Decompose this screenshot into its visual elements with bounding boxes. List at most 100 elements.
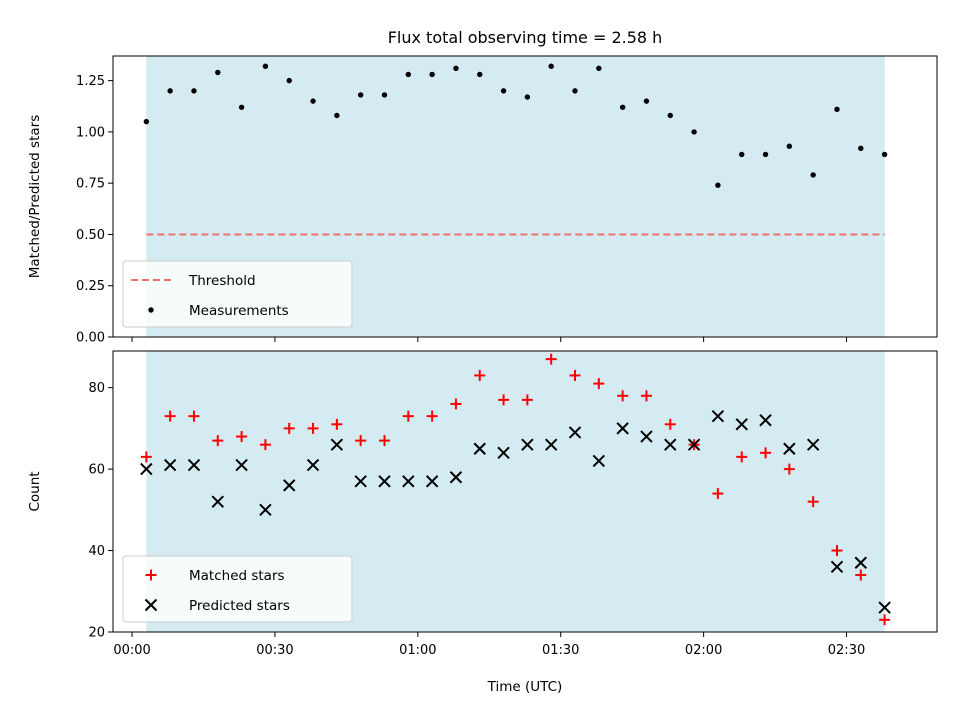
ratio-panel: 0.00 0.25 0.50 0.75 1.00 1.25 Matched/Predicte…: [27, 55, 938, 346]
data-point: [402, 410, 414, 422]
data-point: [521, 438, 534, 451]
x-b: [640, 430, 653, 443]
axes-frame: [112, 55, 938, 338]
legend-box: [122, 260, 353, 328]
data-point: [429, 71, 435, 78]
series-predicted-stars: [140, 409, 891, 614]
data-point: [667, 112, 673, 119]
legend-item: Measurements: [148, 303, 289, 319]
data-point: [164, 410, 176, 422]
x-b: [878, 601, 891, 614]
x-tick-label: 02:30: [828, 643, 865, 658]
legend-item: Predicted stars: [144, 598, 290, 614]
x-tick-label: 01:30: [542, 643, 579, 658]
data-point: [477, 71, 483, 78]
data-point: [187, 458, 201, 472]
data-point: [453, 65, 459, 72]
data-point: [498, 394, 510, 406]
count-panel: 20 40 60 80 00:00 00:30 01:00 01:30 02:00 02:30 Co…: [27, 350, 938, 658]
data-point: [381, 92, 388, 98]
data-point: [163, 458, 177, 472]
x-b: [259, 503, 272, 517]
data-point: [143, 118, 150, 125]
y-tick-label: 80: [88, 381, 105, 396]
data-point: [759, 414, 772, 427]
chart-title: Flux total observing time = 2.58 h: [388, 28, 663, 47]
data-point: [544, 438, 558, 451]
data-point: [474, 369, 486, 381]
data-point: [238, 104, 245, 110]
y-tick-label: 60: [88, 463, 105, 478]
data-point: [854, 556, 867, 569]
series-measurements: [143, 63, 888, 188]
y-tick-label: 1.00: [76, 125, 105, 140]
data-point: [881, 151, 888, 158]
y-tick-label: 0.75: [76, 177, 105, 192]
data-point: [310, 98, 316, 104]
y-tick-label: 40: [88, 544, 105, 559]
series-matched-stars: [140, 353, 891, 626]
y-axis-title: Count: [27, 471, 43, 511]
data-point: [449, 471, 463, 484]
x-b: [616, 422, 629, 435]
data-point: [259, 439, 271, 451]
x-b: [211, 495, 224, 508]
x-b: [144, 598, 158, 612]
x-b: [330, 438, 344, 451]
data-point: [760, 447, 772, 459]
data-point: [806, 438, 820, 451]
legend-box: [122, 555, 353, 623]
data-point: [188, 410, 200, 422]
data-point: [235, 458, 248, 472]
data-point: [687, 438, 701, 451]
data-point: [691, 129, 697, 135]
data-point: [807, 496, 819, 508]
data-point: [664, 438, 677, 451]
x-b: [378, 475, 391, 488]
data-point: [617, 390, 629, 402]
data-point: [306, 458, 320, 472]
data-point: [616, 422, 629, 435]
x-b: [402, 475, 415, 488]
x-b: [592, 454, 606, 468]
data-point: [307, 422, 319, 434]
x-b: [163, 458, 177, 472]
data-point: [215, 69, 221, 76]
x-b: [354, 475, 367, 488]
x-b: [664, 438, 677, 451]
x-b: [187, 458, 201, 472]
data-point: [643, 98, 650, 104]
data-point: [640, 390, 652, 402]
data-point: [331, 418, 343, 430]
data-point: [545, 353, 557, 365]
data-point: [330, 438, 344, 451]
data-point: [735, 418, 748, 431]
data-point: [140, 451, 152, 463]
data-point: [830, 560, 844, 574]
legend: Matched stars Predicted stars: [122, 555, 353, 623]
data-point: [831, 545, 843, 557]
y-axis-title: Matched/Predicted stars: [27, 115, 43, 278]
x-tick-label: 01:00: [399, 643, 436, 658]
data-point: [354, 475, 367, 488]
legend-label: Predicted stars: [189, 598, 290, 614]
data-point: [283, 479, 296, 492]
data-point: [211, 495, 224, 508]
data-point: [736, 451, 748, 463]
data-point: [262, 63, 269, 69]
data-point: [357, 92, 364, 98]
x-b: [140, 462, 153, 476]
x-b: [283, 479, 296, 492]
data-point: [569, 369, 581, 381]
axes-frame: [112, 350, 938, 633]
legend-label: Matched stars: [189, 568, 285, 584]
y-tick-label: 1.25: [76, 74, 105, 89]
x-b: [759, 414, 772, 427]
data-point: [879, 614, 891, 626]
data-point: [783, 463, 795, 475]
data-point: [334, 112, 340, 119]
data-point: [426, 410, 438, 422]
data-point: [593, 378, 605, 390]
data-point: [521, 394, 533, 406]
x-b: [521, 438, 534, 451]
